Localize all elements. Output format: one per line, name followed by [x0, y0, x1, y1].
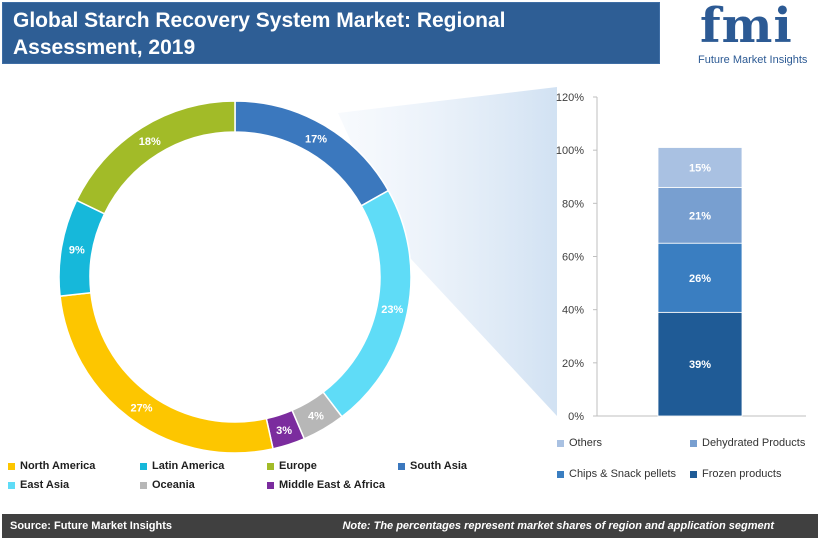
legend-label: Europe — [279, 460, 317, 472]
legend-swatch — [267, 481, 274, 489]
donut-label-north-america: 27% — [130, 402, 152, 414]
bar-segment-frozen-products — [657, 311, 743, 417]
note-text: Note: The percentages represent market s… — [342, 520, 774, 532]
pie-legend-east-asia: East Asia — [8, 479, 69, 491]
legend-swatch — [690, 439, 697, 447]
legend-label: Latin America — [152, 460, 225, 472]
donut-label-middle-east-africa: 3% — [276, 425, 292, 437]
legend-label: North America — [20, 460, 96, 472]
legend-label: Dehydrated Products — [702, 437, 806, 449]
legend-label: East Asia — [20, 479, 70, 491]
legend-swatch — [557, 470, 564, 478]
legend-label: Oceania — [152, 479, 195, 491]
bar-label-others: 15% — [689, 162, 711, 174]
donut-slice-europe — [75, 100, 236, 215]
bar-label-chips-snack-pellets: 26% — [689, 273, 711, 285]
bar-label-dehydrated-products: 21% — [689, 210, 711, 222]
legend-swatch — [267, 462, 274, 470]
chart-title: Global Starch Recovery System Market: Re… — [13, 9, 506, 59]
donut-slice-north-america — [59, 291, 274, 454]
donut-label-europe: 18% — [139, 136, 161, 148]
y-tick-label: 0% — [568, 411, 584, 423]
title-banner: Global Starch Recovery System Market: Re… — [2, 2, 660, 64]
zoom-connector — [338, 87, 557, 416]
y-tick-label: 20% — [562, 358, 584, 370]
pie-legend-latin-america: Latin America — [140, 460, 224, 472]
bar-legend-chips-snack-pellets: Chips & Snack pellets — [557, 468, 676, 480]
legend-swatch — [690, 470, 697, 478]
footer-bar: Source: Future Market Insights Note: The… — [2, 514, 818, 538]
y-tick-label: 60% — [562, 252, 584, 264]
legend-swatch — [140, 481, 147, 489]
fmi-logo: fmi Future Market Insights — [698, 0, 816, 68]
legend-swatch — [8, 462, 15, 470]
logo-subtitle: Future Market Insights — [698, 54, 808, 66]
legend-swatch — [140, 462, 147, 470]
bar-legend-others: Others — [557, 437, 602, 449]
bar-legend-frozen-products: Frozen products — [690, 468, 781, 480]
y-tick-label: 120% — [556, 92, 584, 104]
bar-segment-others — [657, 147, 743, 188]
bar-segment-chips-snack-pellets — [657, 242, 743, 313]
legend-label: Others — [569, 437, 603, 449]
y-tick-label: 80% — [562, 198, 584, 210]
logo-letters: fmi — [700, 0, 793, 54]
donut-label-south-asia: 17% — [305, 133, 327, 145]
pie-legend-south-asia: South Asia — [398, 460, 467, 472]
legend-label: South Asia — [410, 460, 468, 472]
bar-label-frozen-products: 39% — [689, 359, 711, 371]
legend-swatch — [398, 462, 405, 470]
pie-legend-north-america: North America — [8, 460, 95, 472]
donut-label-east-asia: 23% — [381, 304, 403, 316]
pie-legend-middle-east-africa: Middle East & Africa — [267, 479, 385, 491]
y-tick-label: 40% — [562, 305, 584, 317]
donut-label-latin-america: 9% — [69, 245, 85, 257]
legend-label: Chips & Snack pellets — [569, 468, 676, 480]
y-tick-label: 100% — [556, 145, 584, 157]
legend-swatch — [557, 439, 564, 447]
legend-label: Frozen products — [702, 468, 782, 480]
legend-swatch — [8, 481, 15, 489]
donut-label-oceania: 4% — [308, 411, 324, 423]
bar-legend-dehydrated-products: Dehydrated Products — [690, 437, 805, 449]
pie-legend-europe: Europe — [267, 460, 317, 472]
pie-legend-oceania: Oceania — [140, 479, 195, 491]
legend-label: Middle East & Africa — [279, 479, 385, 491]
source-text: Source: Future Market Insights — [10, 520, 172, 532]
